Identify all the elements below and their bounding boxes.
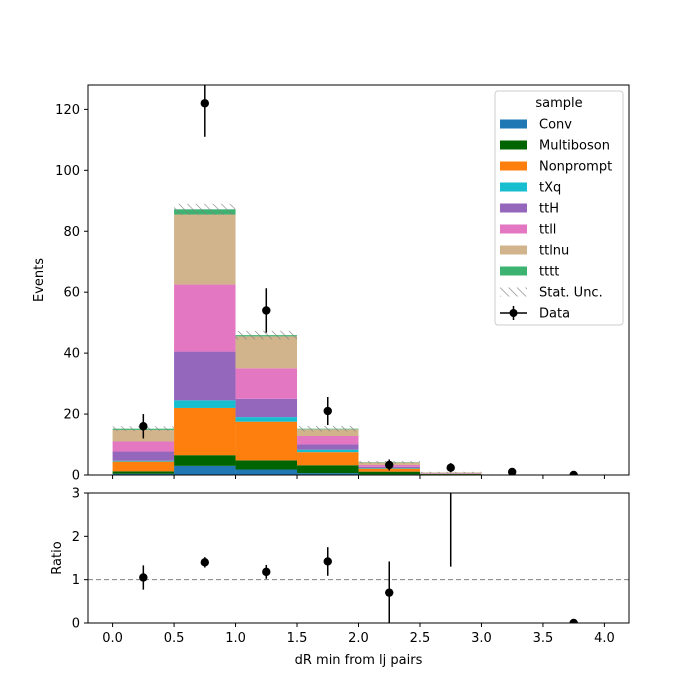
bar-ttll-bin-3	[297, 436, 359, 445]
stat-unc-band-bin-2	[235, 330, 298, 340]
main-y-tick-label-0: 0	[72, 469, 80, 484]
x-tick-label-2: 1.0	[225, 631, 246, 646]
legend: sample Conv Multiboson Nonprompt tXq ttH ttll t…	[494, 90, 624, 326]
x-tick-label-5: 2.5	[410, 631, 431, 646]
ratio-point-4	[385, 588, 394, 597]
legend-swatch-txq	[500, 182, 527, 192]
legend-swatch-tth	[500, 203, 527, 213]
legend-swatch-conv	[500, 119, 527, 129]
ratio-y-tick-label-3: 3	[72, 487, 80, 502]
legend-label-conv: Conv	[539, 118, 572, 133]
ratio-point-1	[200, 558, 210, 567]
ratio-panel: 0 1 2 3 0.0 0.5 1.0 1.5 2.0 2.5 3.0 3.5 4.0	[72, 487, 630, 646]
bar-txq-bin-1	[174, 400, 236, 408]
bar-nonprompt-bin-3	[297, 452, 359, 466]
bar-nonprompt-bin-0	[112, 461, 175, 472]
legend-swatch-tttt	[500, 266, 527, 276]
bar-tth-bin-3	[297, 444, 359, 450]
bar-tth-bin-0	[112, 451, 175, 461]
bar-nonprompt-bin-2	[235, 421, 298, 461]
legend-swatch-stat-unc	[500, 287, 527, 297]
bar-txq-bin-0	[112, 460, 175, 462]
bar-txq-bin-2	[235, 417, 298, 422]
bar-tth-bin-2	[235, 398, 298, 418]
ratio-point-3	[323, 557, 332, 566]
legend-label-data: Data	[539, 307, 570, 322]
data-point-5	[446, 463, 455, 472]
ratio-point-6	[569, 618, 578, 623]
legend-swatch-ttlnu	[500, 245, 527, 255]
data-point-0	[139, 422, 148, 431]
bar-multiboson-bin-4	[358, 471, 420, 475]
x-tick-label-6: 3.0	[471, 631, 492, 646]
x-tick-label-0: 0.0	[102, 631, 123, 646]
ratio-point-2	[262, 567, 271, 577]
data-point-6	[507, 467, 517, 475]
x-tick-label-7: 3.5	[533, 631, 554, 646]
x-tick-label-4: 2.0	[348, 631, 369, 646]
x-tick-label-3: 1.5	[287, 631, 308, 646]
main-y-axis-label: Events	[32, 258, 47, 302]
data-point-2	[262, 306, 271, 315]
legend-label-tth: ttH	[539, 202, 559, 217]
x-axis-label: dR min from lj pairs	[295, 653, 423, 668]
bar-conv-bin-1	[174, 465, 236, 475]
main-y-tick-label-5: 100	[55, 164, 80, 179]
bar-conv-bin-3	[297, 473, 359, 475]
bar-nonprompt-bin-1	[174, 407, 236, 456]
main-y-tick-label-3: 60	[63, 286, 80, 301]
bar-conv-bin-0	[112, 473, 175, 475]
legend-swatch-ttll	[500, 224, 527, 234]
bar-conv-bin-2	[235, 469, 298, 475]
stat-unc-band-bin-3	[297, 425, 359, 432]
bar-tth-bin-1	[174, 351, 236, 401]
legend-label-multiboson: Multiboson	[539, 139, 610, 154]
bar-ttlnu-bin-2	[235, 336, 298, 369]
legend-label-ttll: ttll	[539, 223, 556, 238]
legend-swatch-multiboson	[500, 140, 527, 150]
legend-swatch-data-marker	[509, 309, 518, 317]
x-tick-label-1: 0.5	[164, 631, 185, 646]
stat-unc-band-bin-1	[174, 203, 236, 215]
data-point-7	[569, 470, 578, 475]
bar-multiboson-bin-3	[297, 465, 359, 474]
main-y-tick-label-1: 20	[63, 408, 80, 423]
main-y-tick-label-4: 80	[63, 225, 80, 240]
bar-multiboson-bin-1	[174, 455, 236, 466]
legend-label-tttt: tttt	[539, 265, 559, 280]
main-panel: 0 20 40 60 80 100 120	[55, 84, 630, 484]
legend-label-ttlnu: ttlnu	[539, 244, 569, 259]
legend-label-txq: tXq	[539, 181, 561, 196]
legend-label-stat-unc: Stat. Unc.	[539, 286, 603, 301]
ratio-y-tick-label-1: 1	[72, 573, 80, 588]
ratio-point-0	[139, 573, 148, 582]
x-tick-label-8: 4.0	[594, 631, 615, 646]
bar-ttll-bin-2	[235, 368, 298, 399]
stat-unc-band-bin-5	[419, 471, 482, 474]
data-point-4	[385, 460, 394, 470]
legend-label-nonprompt: Nonprompt	[539, 160, 612, 175]
ratio-y-tick-label-2: 2	[72, 530, 80, 545]
bar-ttlnu-bin-1	[174, 214, 236, 285]
bar-ttll-bin-0	[112, 441, 175, 452]
legend-title: sample	[535, 96, 582, 111]
bar-txq-bin-3	[297, 449, 359, 453]
data-point-3	[323, 406, 332, 416]
bar-multiboson-bin-2	[235, 460, 298, 470]
bar-ttlnu-bin-3	[297, 429, 359, 436]
ratio-y-axis-label: Ratio	[50, 541, 65, 574]
data-point-1	[200, 99, 210, 108]
ratio-y-tick-label-0: 0	[72, 617, 80, 632]
bar-multiboson-bin-0	[112, 471, 175, 474]
main-plot-area	[112, 85, 578, 475]
main-y-tick-label-2: 40	[63, 347, 80, 362]
ratio-plot-area	[88, 493, 629, 623]
bar-ttll-bin-1	[174, 284, 236, 352]
ratio-frame	[87, 492, 630, 624]
legend-swatch-nonprompt	[500, 161, 527, 171]
main-y-tick-label-6: 120	[55, 103, 80, 118]
bar-multiboson-bin-5	[419, 474, 482, 475]
